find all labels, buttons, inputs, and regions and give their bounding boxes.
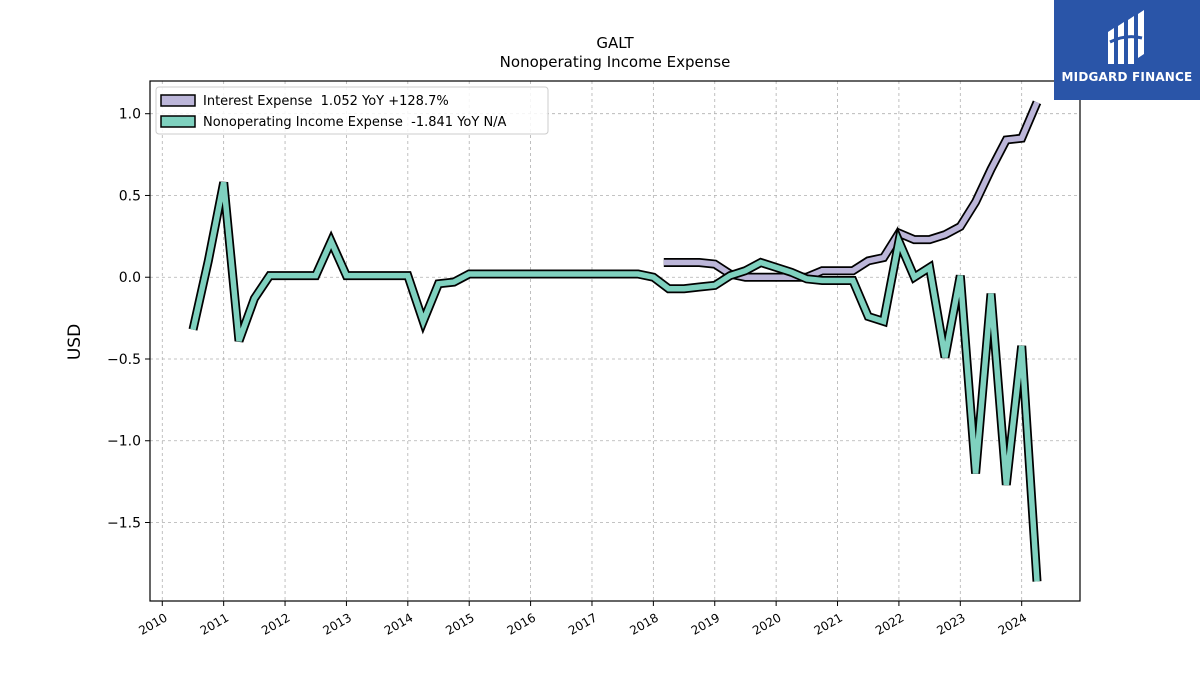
y-tick-label: 0.5 [119,188,141,204]
x-tick-label: 2023 [934,610,967,637]
legend-label-1: Nonoperating Income Expense -1.841 YoY N… [203,115,507,130]
chart-subtitle: Nonoperating Income Expense [500,53,731,71]
x-tick-label: 2020 [750,610,783,637]
y-tick-label: −0.5 [107,352,141,368]
series-1-line [190,181,1040,582]
x-tick-label: 2013 [320,610,353,637]
y-axis-label: USD [65,324,85,360]
x-tick-label: 2018 [627,610,660,637]
x-tick-label: 2012 [259,610,292,637]
x-tick-label: 2019 [689,610,722,637]
legend-box [155,86,549,135]
series-layer [188,100,1042,582]
x-tick-label: 2011 [198,610,231,637]
x-tick-label: 2024 [996,610,1029,637]
x-tick-label: 2021 [812,610,845,637]
midgard-finance-logo: MIDGARD FINANCE [1054,0,1200,100]
y-tick-label: −1.0 [107,434,141,450]
x-tick-label: 2022 [873,610,906,637]
y-tick-label: 0.0 [119,270,141,286]
midgard-m-logo-icon [1108,10,1144,64]
x-tick-label: 2010 [136,610,169,637]
x-tick-label: 2015 [443,610,476,637]
chart-title: GALT [596,34,634,52]
series-0-line [663,101,1040,280]
logo-text: MIDGARD FINANCE [1061,70,1193,84]
legend-swatch-0 [160,94,196,107]
x-tick-label: 2016 [505,610,538,637]
legend-swatch-1 [160,115,196,128]
y-tick-label: 1.0 [119,107,141,123]
x-tick-label: 2014 [382,610,415,637]
x-tick-label: 2017 [566,610,599,637]
legend-label-0: Interest Expense 1.052 YoY +128.7% [203,94,449,109]
plot-area [149,80,1081,602]
legend: Interest Expense 1.052 YoY +128.7% Nonope… [155,86,549,135]
y-tick-label: −1.5 [107,516,141,532]
axes: 2010 2011 2012 2013 2014 2015 2016 2017 2018 2019… [107,107,1029,638]
